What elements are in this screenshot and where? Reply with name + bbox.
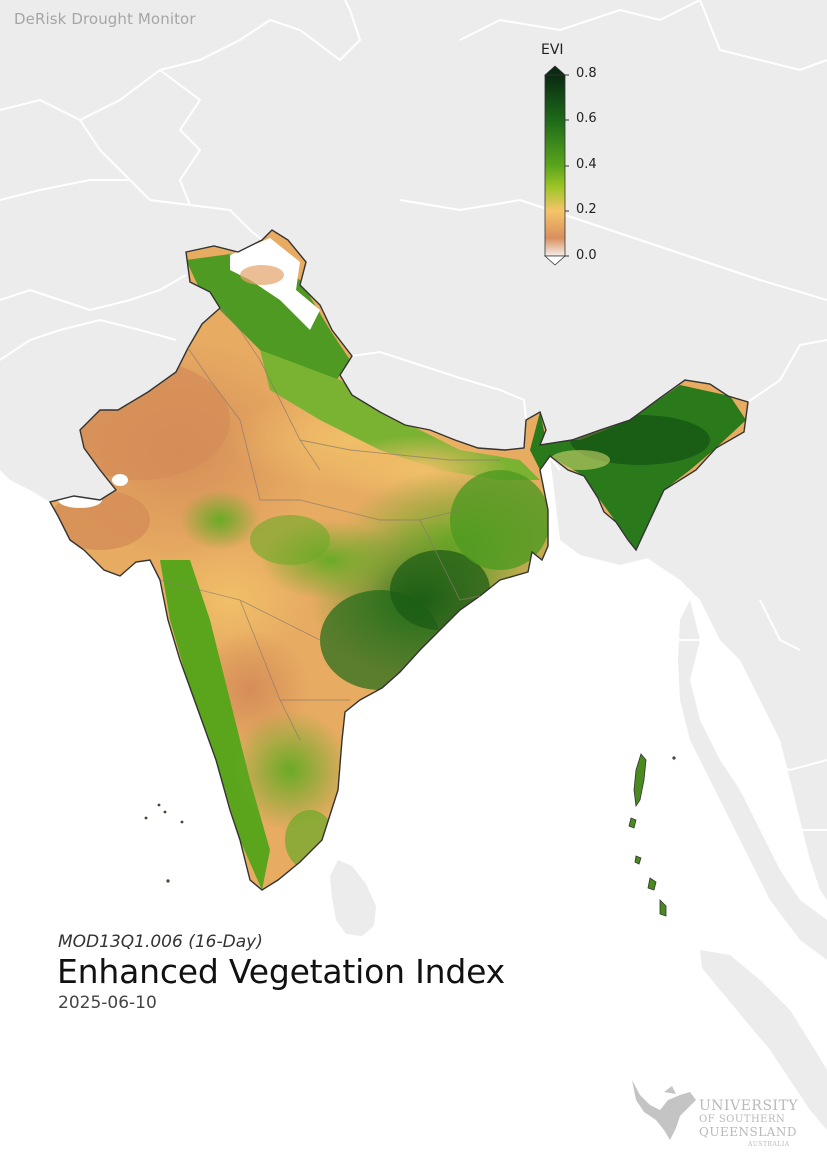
logo-line: AUSTRALIA [748,1141,790,1148]
colorbar-tick-label: 0.0 [576,248,597,263]
logo-line: OF SOUTHERN [699,1114,786,1125]
colorbar-tick-label: 0.2 [576,202,597,217]
islands [144,753,676,917]
app-watermark: DeRisk Drought Monitor [14,10,196,28]
logo-line: QUEENSLAND [699,1125,797,1139]
state-borders [159,307,500,741]
colorbar-tick-label: 0.6 [576,111,597,126]
map-date: 2025-06-10 [58,993,157,1013]
phoenix-icon [632,1080,696,1140]
logo-line: UNIVERSITY [699,1098,799,1114]
colorbar-title: EVI [541,42,564,58]
colorbar [543,65,569,266]
map-title: Enhanced Vegetation Index [57,952,505,991]
country-borders [0,0,827,830]
product-name: MOD13Q1.006 (16-Day) [58,932,263,952]
colorbar-tick-label: 0.4 [576,157,597,172]
colorbar-tick-label: 0.8 [576,66,597,81]
